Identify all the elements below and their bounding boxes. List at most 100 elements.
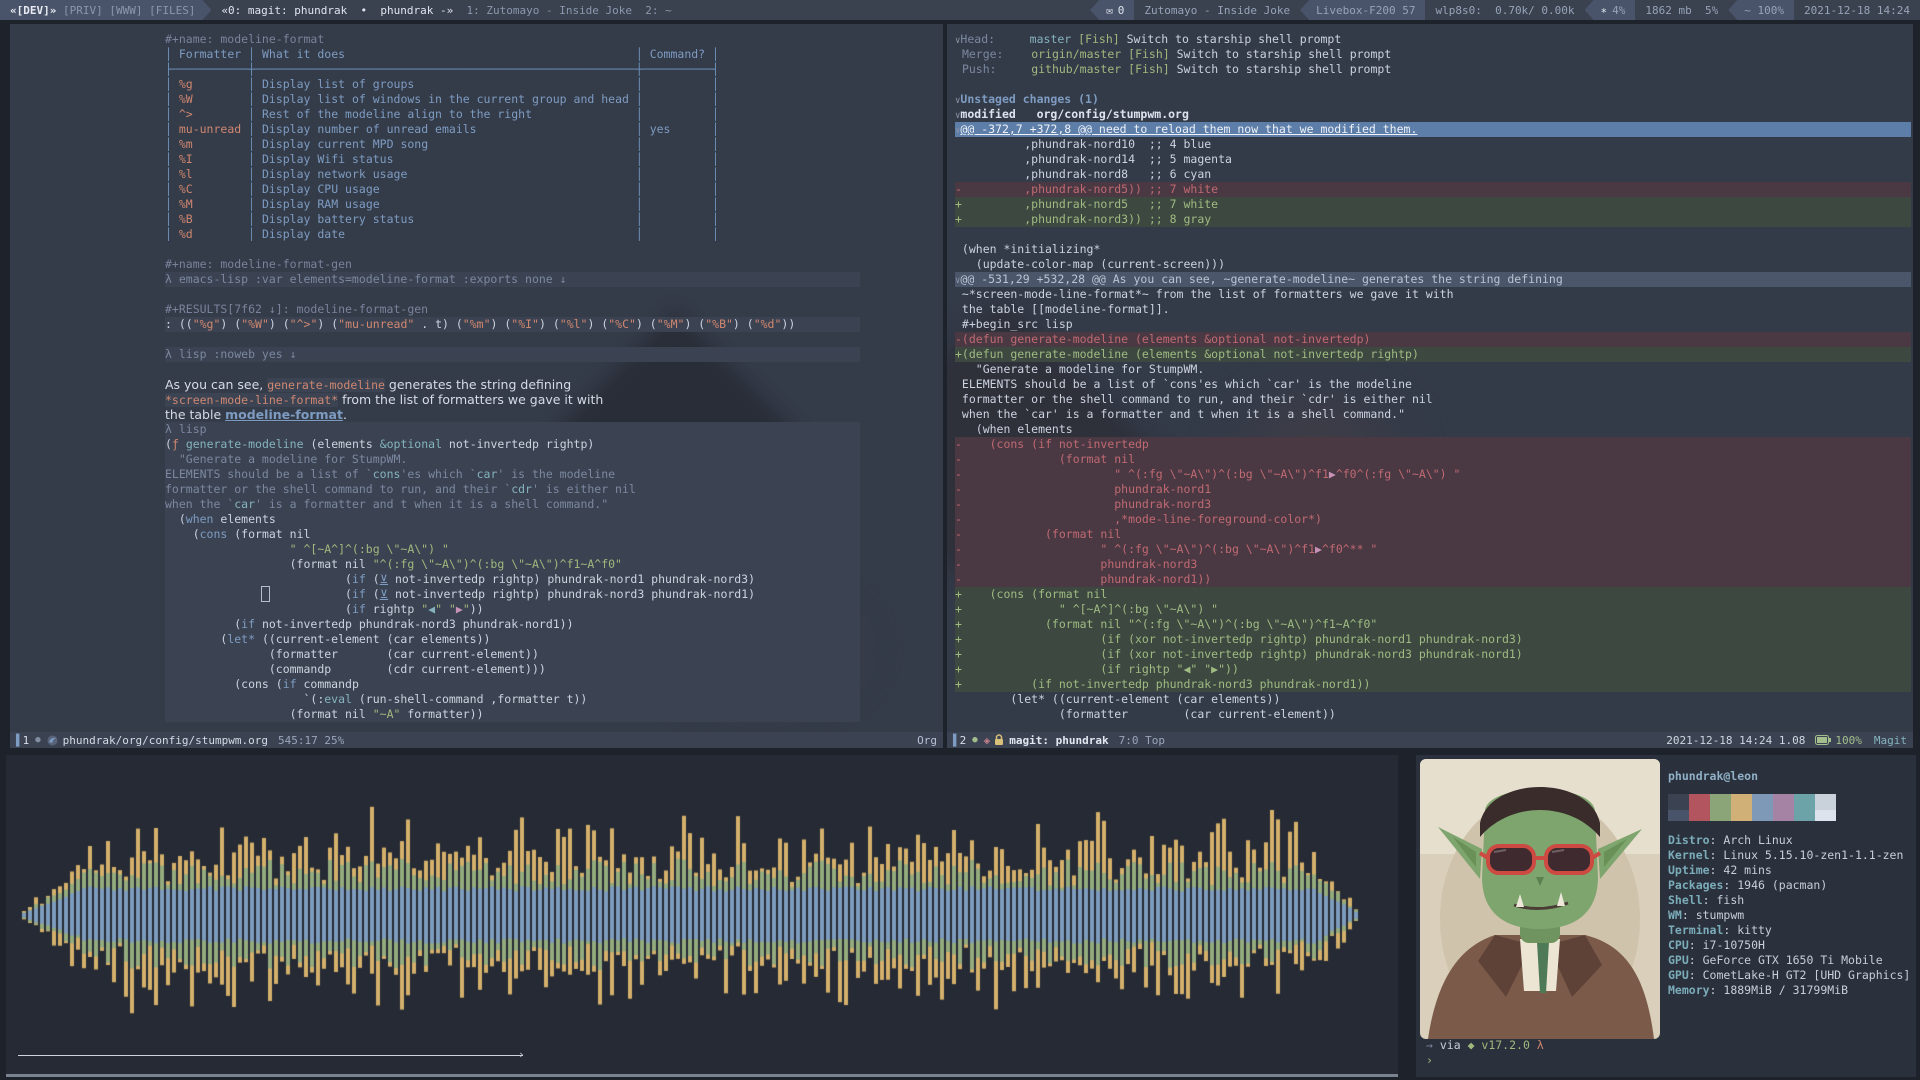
palette-swatch bbox=[1710, 794, 1731, 810]
user-host: phundrak@leon bbox=[1668, 769, 1759, 783]
palette-swatch bbox=[1731, 810, 1752, 821]
text-line: (ƒ generate-modeline (elements &optional… bbox=[165, 437, 860, 452]
cpu-status: ∗ 4% bbox=[1584, 0, 1636, 20]
network-usage: wlp8s0: 0.70k/ 0.00k bbox=[1435, 3, 1575, 17]
text-line: + (if (xor not-invertedp rightp) phundra… bbox=[955, 647, 1911, 662]
text-line bbox=[955, 77, 1911, 92]
text-line: + ,phundrak-nord5 ;; 7 white bbox=[955, 197, 1911, 212]
text-line: : (("%g") ("%W") ("^>") ("mu-unread" . t… bbox=[165, 317, 860, 332]
palette-swatch bbox=[1794, 810, 1815, 821]
major-mode: Org bbox=[917, 733, 937, 747]
magit-status-buffer[interactable]: ∨Head: master [Fish] Switch to starship … bbox=[955, 32, 1911, 728]
cursor-position: 545:17 25% bbox=[277, 733, 345, 747]
text-line: #+RESULTS[7f62 ↓]: modeline-format-gen bbox=[165, 302, 429, 316]
lock-icon bbox=[994, 734, 1004, 746]
org-buffer[interactable]: #+name: modeline-format │ Formatter │ Wha… bbox=[165, 32, 860, 728]
text-line: + (cons (format nil bbox=[955, 587, 1911, 602]
palette-swatch bbox=[1668, 794, 1689, 810]
group-list[interactable]: «[DEV]» [PRIV] [WWW] [FILES] bbox=[0, 0, 211, 20]
text-line: - (cons (if not-invertedp bbox=[955, 437, 1911, 452]
shell-prompt[interactable]: → via ◆ v17.2.0 λ › bbox=[1426, 1038, 1544, 1068]
emacs-window-org[interactable]: #+name: modeline-format │ Formatter │ Wha… bbox=[10, 24, 943, 748]
color-palette bbox=[1668, 794, 1910, 821]
group-current[interactable]: «[DEV]» bbox=[10, 3, 57, 17]
window-list[interactable]: «0: magit: phundrak • phundrak -» 1: Zut… bbox=[211, 0, 681, 20]
text-line: │ %M │ Display RAM usage │ │ bbox=[165, 197, 719, 211]
text-line[interactable]: ∨@@ -531,29 +532,28 @@ As you can see, ~… bbox=[955, 272, 1911, 287]
text-line: #+name: modeline-format bbox=[165, 32, 325, 46]
palette-swatch bbox=[1773, 810, 1794, 821]
text-line: GPU: CometLake-H GT2 [UHD Graphics] bbox=[1668, 968, 1911, 982]
text-line bbox=[955, 227, 1911, 242]
text-line: › bbox=[1426, 1053, 1433, 1067]
palette-swatch bbox=[1668, 810, 1689, 821]
palette-swatch bbox=[1689, 794, 1710, 810]
text-line: (let* ((current-element (car elements)) bbox=[955, 692, 1281, 706]
text-line: WM: stumpwm bbox=[1668, 908, 1745, 922]
text-line: (cons (format nil bbox=[165, 527, 860, 542]
text-line: λ lisp :noweb yes ↓ bbox=[165, 347, 860, 362]
text-line[interactable]: ∨modified org/config/stumpwm.org bbox=[955, 107, 1189, 121]
text-line: ~*screen-mode-line-format*~ from the lis… bbox=[955, 287, 1454, 301]
window-number-bar: ▌ bbox=[16, 733, 23, 747]
forge-icon: ◈ bbox=[983, 733, 991, 747]
text-line: (let* ((current-element (car elements)) bbox=[165, 632, 860, 647]
text-line[interactable]: ∨Head: master [Fish] Switch to starship … bbox=[955, 32, 1342, 46]
text-line: #+begin_src lisp bbox=[955, 317, 1073, 331]
text-line: (when elements bbox=[165, 512, 860, 527]
scrollbar[interactable] bbox=[6, 1074, 1398, 1077]
modeline-clock: 2021-12-18 14:24 1.08 bbox=[1666, 733, 1806, 747]
text-line: (cons (if commandp bbox=[165, 677, 860, 692]
text-line: λ lisp bbox=[165, 422, 860, 437]
text-line: (update-color-map (current-screen))) bbox=[955, 257, 1226, 271]
text-line: - ,*mode-line-foreground-color*) bbox=[955, 512, 1911, 527]
prompt-lines[interactable]: → via ◆ v17.2.0 λ › bbox=[1426, 1038, 1544, 1068]
text-line[interactable]: ∨Unstaged changes (1) bbox=[955, 92, 1099, 106]
text-line: #+name: modeline-format-gen bbox=[165, 257, 352, 271]
mail-count: 0 bbox=[1117, 3, 1125, 17]
topbar-status: ✉ 0 Zutomayo - Inside Joke Livebox-F200 5… bbox=[1090, 0, 1920, 20]
text-line: │ mu-unread │ Display number of unread e… bbox=[165, 122, 719, 136]
text-line[interactable]: ∨@@ -372,7 +372,8 @@ need to reload them… bbox=[955, 122, 1911, 137]
text-line: when the `car' is a formatter and t when… bbox=[955, 407, 1406, 421]
palette-swatch bbox=[1689, 810, 1710, 821]
text-line: formatter or the shell command to run, a… bbox=[165, 482, 860, 497]
playback-progress-line[interactable] bbox=[18, 1055, 523, 1056]
text-line: (if rightp "◀" "▶")) bbox=[165, 602, 860, 617]
group-others[interactable]: [PRIV] [WWW] [FILES] bbox=[56, 3, 196, 17]
text-line: (when *initializing* bbox=[955, 242, 1101, 256]
window-current[interactable]: «0: magit: phundrak • phundrak -» bbox=[221, 3, 454, 17]
text-line: " ^[~A^]^(:bg \"~A\") " bbox=[165, 542, 860, 557]
cpu-icon: ∗ bbox=[1600, 3, 1608, 17]
text-line: (commandp (cdr current-element))) bbox=[165, 662, 860, 677]
fetch-info: phundrak@leon Distro: Arch Linux Kernel: … bbox=[1668, 769, 1910, 998]
mpd-song: Zutomayo - Inside Joke bbox=[1144, 3, 1291, 17]
text-line: - " ^(:fg \"~A\")^(:bg \"~A\")^f1▶^f0^(:… bbox=[955, 467, 1911, 482]
palette-swatch bbox=[1710, 810, 1731, 821]
terminal-window[interactable]: phundrak@leon Distro: Arch Linux Kernel: … bbox=[1416, 755, 1916, 1077]
window-others[interactable]: 1: Zutomayo - Inside Joke 2: ~ bbox=[453, 3, 672, 17]
palette-swatch bbox=[1815, 794, 1836, 810]
emacs-window-magit[interactable]: ∨Head: master [Fish] Switch to starship … bbox=[947, 24, 1913, 748]
text-line: Uptime: 42 mins bbox=[1668, 863, 1772, 877]
buffer-title: magit: phundrak bbox=[1009, 733, 1109, 747]
window-number-bar: ▌ bbox=[953, 733, 960, 747]
audio-visualizer-window[interactable]: › bbox=[6, 755, 1398, 1077]
waveform-canvas bbox=[6, 755, 1398, 1077]
text-line: the table modeline-format. bbox=[165, 407, 347, 422]
text-line: GPU: GeForce GTX 1650 Ti Mobile bbox=[1668, 953, 1883, 967]
text-line: As you can see, generate-modeline genera… bbox=[165, 377, 572, 392]
buffer-file-path: phundrak/org/config/stumpwm.org bbox=[62, 733, 268, 747]
text-line: │ %W │ Display list of windows in the cu… bbox=[165, 92, 719, 106]
palette-swatch bbox=[1815, 810, 1836, 821]
org-mode-icon bbox=[47, 735, 58, 746]
text-line: (when elements bbox=[955, 422, 1073, 436]
text-line: ,phundrak-nord14 ;; 5 magenta bbox=[955, 152, 1232, 166]
text-line: → via ◆ v17.2.0 λ bbox=[1426, 1038, 1544, 1052]
text-line: + ,phundrak-nord3)) ;; 8 gray bbox=[955, 212, 1911, 227]
text-line: - ,phundrak-nord5)) ;; 7 white bbox=[955, 182, 1911, 197]
text-line: │ %I │ Display Wifi status │ │ bbox=[165, 152, 719, 166]
text-line: ,phundrak-nord10 ;; 4 blue bbox=[955, 137, 1212, 151]
text-line: - phundrak-nord1)) bbox=[955, 572, 1911, 587]
